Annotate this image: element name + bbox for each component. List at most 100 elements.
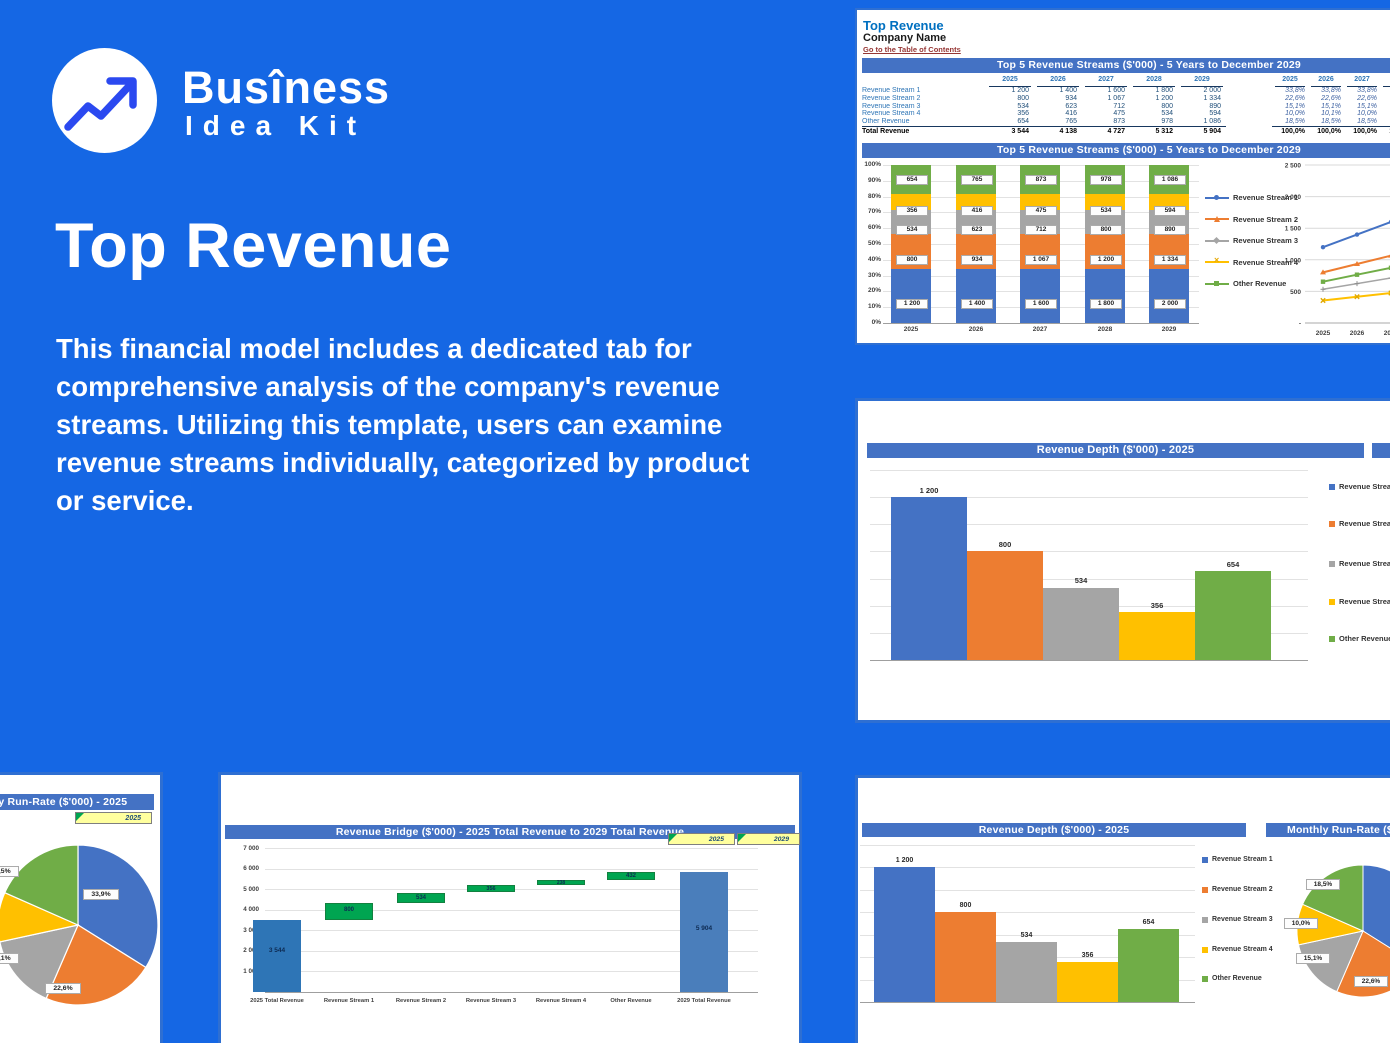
svg-text:2027: 2027: [1384, 330, 1390, 337]
svg-text:500: 500: [1290, 289, 1301, 296]
start-year-filter-dropdown[interactable]: 2025: [668, 833, 735, 845]
filter-flag-icon: [738, 834, 746, 842]
runrate-pie-chart: [0, 844, 159, 1006]
stacked-bar-2028: 978 534 800 1 200 1 800: [1085, 164, 1125, 323]
pie-label-stream3: 15,1%: [0, 953, 19, 964]
bridge-bar-2029-total: [680, 871, 728, 992]
legend-label: Revenue Stream 2: [1233, 214, 1299, 224]
company-name: Company Name: [863, 32, 947, 44]
row-label: Revenue Stream 1: [862, 87, 921, 94]
svg-text:1 500: 1 500: [1285, 226, 1302, 233]
panel-revenue-depth: Revenue Depth ($'000) - 2025 1 200 800 5…: [855, 398, 1390, 723]
stacked-bar-2025: 654 356 534 800 1 200: [891, 164, 931, 323]
stacked-bar-2027: 873 475 712 1 067 1 600: [1020, 164, 1060, 323]
depth-bar-other: [1195, 571, 1271, 660]
pie-label-other: 18,5%: [1306, 879, 1340, 890]
page-title: Top Revenue: [55, 211, 452, 281]
adjacent-title-bar-fragment: [1372, 443, 1390, 458]
filter-flag-icon: [76, 813, 84, 821]
depth-bar-stream1: [874, 867, 935, 1002]
depth-bar-stream3: [996, 942, 1057, 1002]
total-row-label: Total Revenue: [862, 125, 986, 137]
brand-logo: [52, 48, 157, 158]
col-header-year: 2028: [1133, 74, 1175, 87]
row-label: Revenue Stream 4: [862, 110, 921, 118]
stream1-line-marker-icon: [1205, 194, 1229, 202]
row-label: Revenue Stream 3: [862, 102, 921, 110]
stream2-swatch-icon: [1202, 886, 1208, 893]
brand-name: Busîness: [182, 62, 391, 113]
legend-label: Other Revenue: [1233, 279, 1287, 288]
pie-label-stream4: 10,0%: [1284, 918, 1318, 929]
pie-label-stream2: 22,6%: [1354, 976, 1388, 987]
stream3-swatch-icon: [1329, 560, 1335, 567]
bar-value-label: 1 200: [919, 486, 939, 495]
stream3-swatch-icon: [1202, 916, 1208, 923]
depth-bar-stream2: [967, 551, 1043, 660]
stacked-bar-2029: 1 086 594 890 1 334 2 000: [1149, 164, 1189, 323]
filter-flag-icon: [669, 834, 677, 842]
stream1-swatch-icon: [1329, 483, 1335, 490]
col-header-pct-year: 2028: [1383, 74, 1390, 87]
stacked-bar-2026: 765 416 623 934 1 400: [956, 164, 996, 323]
cell-pct: 33,8%: [1357, 87, 1377, 94]
revenue-line-chart: 2 500 2 000 1 500 1 000 500 - 2025 2026 …: [1285, 163, 1390, 337]
col-header-pct-year: 2025: [1275, 74, 1305, 87]
depth-bar-stream4: [1119, 611, 1195, 660]
cell-pct: 33,8%: [1285, 87, 1305, 94]
stream4-swatch-icon: [1202, 946, 1208, 953]
col-header-pct-year: 2026: [1311, 74, 1341, 87]
table-corner: [862, 74, 986, 87]
revenue-table: 2025 2026 2027 2028 2029 2025 2026 2027 …: [862, 74, 1390, 137]
panel-top-revenue-sheet: Top Revenue Company Name Go to the Table…: [855, 8, 1390, 345]
bridge-x-label: 2025 Total Revenue: [250, 998, 304, 1004]
col-header-year: 2025: [989, 74, 1031, 87]
pie-label-stream2: 22,6%: [45, 983, 81, 994]
pie-label-stream3: 15,1%: [1296, 953, 1330, 964]
svg-text:1 000: 1 000: [1285, 257, 1302, 264]
bridge-title-bar: Revenue Bridge ($'000) - 2025 Total Reve…: [225, 825, 795, 839]
col-header-year: 2026: [1037, 74, 1079, 87]
bridge-bar-stream2: [397, 892, 445, 904]
col-header-pct-year: 2027: [1347, 74, 1377, 87]
end-year-filter-dropdown[interactable]: 2029: [737, 833, 800, 845]
legend-label: Revenue Stream 3: [1233, 236, 1299, 245]
stream4-swatch-icon: [1329, 598, 1335, 605]
bridge-bar-other: [607, 871, 655, 881]
pie-label-other: 18,5%: [0, 866, 19, 877]
svg-text:2 000: 2 000: [1285, 194, 1302, 201]
cell-value: 1 400: [1059, 87, 1077, 94]
line-y-tick: 2 500: [1285, 163, 1302, 170]
depth-bar-stream4: [1057, 961, 1118, 1002]
cell-value: 1 200: [1011, 87, 1029, 94]
toc-link[interactable]: Go to the Table of Contents: [863, 45, 961, 54]
depth-bar-other: [1118, 928, 1179, 1002]
chart-title-bar: Top 5 Revenue Streams ($'000) - 5 Years …: [862, 143, 1390, 158]
bridge-bar-stream3: [467, 885, 515, 893]
depth-bar-stream3: [1043, 587, 1119, 660]
cell-value: 1 800: [1155, 87, 1173, 94]
panel-depth-and-runrate: Revenue Depth ($'000) - 2025 Monthly Run…: [855, 775, 1390, 1043]
svg-text:2026: 2026: [1350, 330, 1365, 337]
other-revenue-swatch-icon: [1329, 635, 1335, 642]
pie-label-stream1: 33,9%: [83, 889, 119, 900]
depth-title-bar: Revenue Depth ($'000) - 2025: [862, 823, 1246, 837]
col-header-year: 2027: [1085, 74, 1127, 87]
year-filter-dropdown[interactable]: 2025: [75, 812, 152, 824]
bridge-bar-2025-total: [253, 919, 301, 992]
legend-label: Revenue Stream 1: [1233, 193, 1299, 202]
other-revenue-swatch-icon: [1202, 975, 1208, 982]
stream4-line-marker-icon: ×: [1205, 255, 1229, 266]
page-description: This financial model includes a dedicate…: [56, 333, 750, 516]
bridge-value-label: 3 544: [268, 947, 286, 954]
depth-bar-stream2: [935, 912, 996, 1002]
stream2-line-marker-icon: [1205, 215, 1229, 223]
panel-monthly-runrate: Monthly Run-Rate ($'000) - 2025 2025 33,…: [0, 772, 163, 1043]
cell-pct: 33,8%: [1380, 87, 1390, 95]
depth-title-bar: Revenue Depth ($'000) - 2025: [867, 443, 1364, 458]
col-header-year: 2029: [1181, 74, 1223, 87]
trend-arrow-icon: [52, 48, 157, 153]
row-label: Other Revenue: [862, 118, 910, 126]
cell-value: 1 600: [1107, 87, 1125, 94]
